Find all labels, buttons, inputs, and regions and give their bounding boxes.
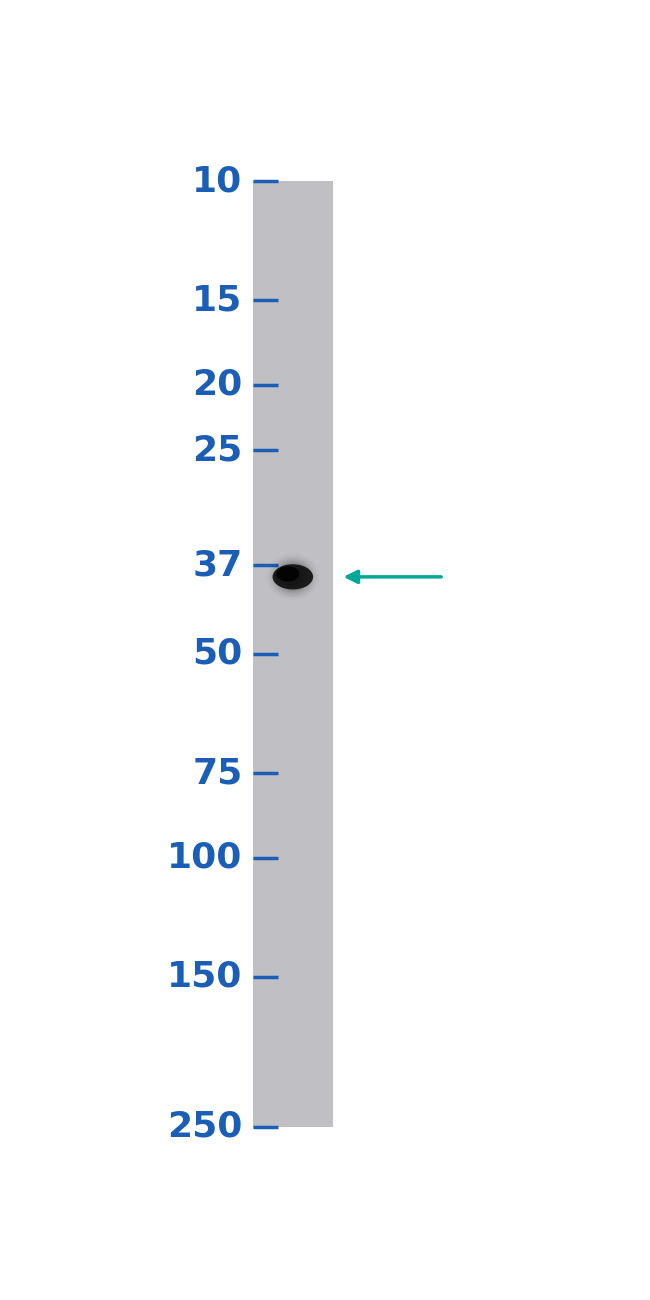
Ellipse shape <box>271 558 315 595</box>
Ellipse shape <box>283 568 302 585</box>
Text: 15: 15 <box>192 283 242 317</box>
Text: 150: 150 <box>167 959 242 993</box>
Ellipse shape <box>276 566 300 581</box>
Text: 10: 10 <box>192 164 242 198</box>
Text: 20: 20 <box>192 368 242 402</box>
Ellipse shape <box>272 564 313 589</box>
Text: 50: 50 <box>192 637 242 671</box>
Ellipse shape <box>276 562 309 592</box>
Ellipse shape <box>278 564 307 589</box>
Text: 75: 75 <box>192 757 242 790</box>
Text: 100: 100 <box>167 841 242 875</box>
Text: 25: 25 <box>192 433 242 467</box>
Ellipse shape <box>281 567 305 588</box>
Bar <box>252 181 333 1127</box>
Ellipse shape <box>274 560 312 594</box>
Text: 250: 250 <box>167 1110 242 1144</box>
Ellipse shape <box>291 575 295 578</box>
Ellipse shape <box>288 573 298 581</box>
Ellipse shape <box>285 571 300 584</box>
Text: 37: 37 <box>192 549 242 582</box>
